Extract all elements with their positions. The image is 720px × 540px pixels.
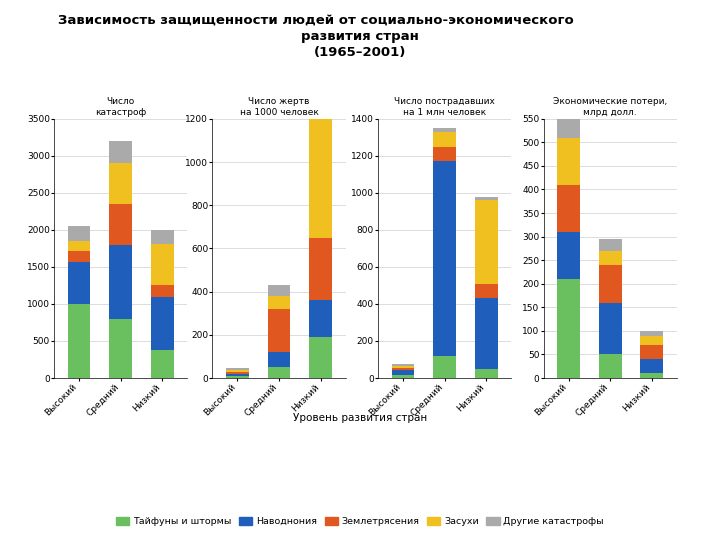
Bar — [268, 309, 290, 352]
Bar — [268, 367, 290, 378]
Bar — [433, 356, 456, 378]
Bar — [557, 119, 580, 138]
Bar — [226, 368, 249, 370]
Bar — [268, 285, 290, 296]
Bar — [150, 286, 174, 296]
Legend: Тайфуны и штормы, Наводнония, Землетрясения, Засухи, Другие катастрофы: Тайфуны и штормы, Наводнония, Землетрясе… — [112, 513, 608, 530]
Bar — [392, 364, 415, 366]
Bar — [309, 89, 332, 91]
Bar — [309, 238, 332, 300]
Bar — [640, 373, 663, 378]
Bar — [640, 359, 663, 373]
Bar — [68, 304, 91, 378]
Bar — [226, 370, 249, 372]
Bar — [68, 241, 91, 251]
Bar — [309, 91, 332, 238]
Bar — [640, 335, 663, 345]
Bar — [599, 265, 621, 302]
Bar — [226, 376, 249, 378]
Bar — [109, 163, 132, 204]
Bar — [557, 138, 580, 185]
Title: Число
катастроф: Число катастроф — [95, 97, 146, 117]
Bar — [557, 279, 580, 378]
Bar — [150, 350, 174, 378]
Text: Уровень развития стран: Уровень развития стран — [293, 413, 427, 423]
Bar — [392, 370, 415, 375]
Bar — [599, 354, 621, 378]
Bar — [433, 146, 456, 161]
Bar — [599, 239, 621, 251]
Bar — [433, 128, 456, 132]
Bar — [226, 372, 249, 374]
Bar — [640, 331, 663, 335]
Bar — [474, 299, 498, 369]
Bar — [109, 141, 132, 163]
Bar — [599, 302, 621, 354]
Bar — [150, 244, 174, 286]
Bar — [392, 375, 415, 378]
Bar — [109, 319, 132, 378]
Bar — [392, 366, 415, 368]
Text: Зависимость защищенности людей от социально-экономического: Зависимость защищенности людей от социал… — [58, 14, 573, 26]
Bar — [226, 374, 249, 376]
Bar — [150, 296, 174, 350]
Bar — [474, 369, 498, 378]
Text: (1965–2001): (1965–2001) — [314, 46, 406, 59]
Bar — [474, 200, 498, 284]
Bar — [433, 161, 456, 356]
Bar — [68, 251, 91, 262]
Title: Экономические потери,
млрд долл.: Экономические потери, млрд долл. — [553, 97, 667, 117]
Bar — [68, 226, 91, 241]
Title: Число пострадавших
на 1 млн человек: Число пострадавших на 1 млн человек — [394, 97, 495, 117]
Bar — [268, 296, 290, 309]
Bar — [599, 251, 621, 265]
Bar — [557, 185, 580, 232]
Bar — [309, 300, 332, 337]
Title: Число жертв
на 1000 человек: Число жертв на 1000 человек — [240, 97, 318, 117]
Bar — [640, 345, 663, 359]
Bar — [68, 262, 91, 304]
Bar — [392, 368, 415, 370]
Bar — [268, 352, 290, 367]
Bar — [150, 230, 174, 244]
Bar — [109, 204, 132, 245]
Bar — [109, 245, 132, 319]
Bar — [557, 232, 580, 279]
Bar — [474, 197, 498, 200]
Bar — [433, 132, 456, 146]
Bar — [474, 284, 498, 299]
Text: развития стран: развития стран — [301, 30, 419, 43]
Bar — [309, 337, 332, 378]
